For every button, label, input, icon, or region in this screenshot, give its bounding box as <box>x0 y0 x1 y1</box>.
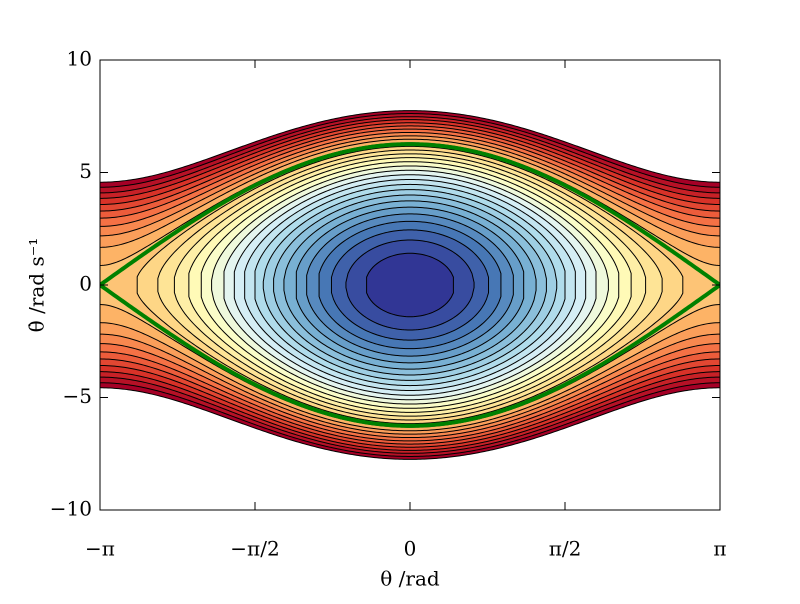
contour-line <box>233 174 587 396</box>
x-tick-label: −π/2 <box>230 537 279 561</box>
contour-line <box>295 206 525 364</box>
contour-line <box>100 135 720 435</box>
x-axis-label: θ /rad <box>380 567 440 591</box>
contour-line <box>100 128 720 442</box>
contour-line <box>306 213 514 357</box>
contour-line <box>318 220 502 350</box>
plot-area <box>100 110 720 460</box>
contour-fill <box>366 253 454 317</box>
contour-line <box>330 229 490 341</box>
contour-line <box>244 178 576 392</box>
contour-line <box>254 183 566 387</box>
contour-line <box>100 122 720 448</box>
contour-line <box>211 165 609 405</box>
x-tick-label: π <box>713 537 726 561</box>
y-tick-label: 5 <box>79 159 92 183</box>
x-tick-label: π/2 <box>549 537 582 561</box>
y-tick-label: 0 <box>79 272 92 296</box>
contour-line <box>345 239 475 331</box>
contour-line <box>100 131 720 439</box>
contour-line <box>100 110 720 460</box>
x-tick-label: 0 <box>404 537 417 561</box>
x-tick-label: −π <box>85 537 115 561</box>
contour-line <box>188 157 632 413</box>
contour-line <box>223 169 597 401</box>
contour-line <box>273 194 547 376</box>
contour-line <box>136 145 684 425</box>
y-tick-label: −10 <box>50 497 92 521</box>
contour-line <box>100 138 720 432</box>
contour-line <box>366 252 454 318</box>
y-axis-label: θ̇ /rad s⁻¹ <box>25 238 49 333</box>
separatrix <box>100 142 720 428</box>
contour-line <box>100 125 720 445</box>
contour-line <box>157 149 663 421</box>
contour-line <box>262 189 558 381</box>
contour-line <box>283 200 537 370</box>
contour-line <box>200 161 620 409</box>
y-tick-label: −5 <box>63 384 92 408</box>
contour-line <box>173 153 647 417</box>
y-tick-label: 10 <box>67 47 92 71</box>
contour-line <box>100 113 720 457</box>
contour-line <box>100 116 720 454</box>
contour-line <box>100 119 720 451</box>
